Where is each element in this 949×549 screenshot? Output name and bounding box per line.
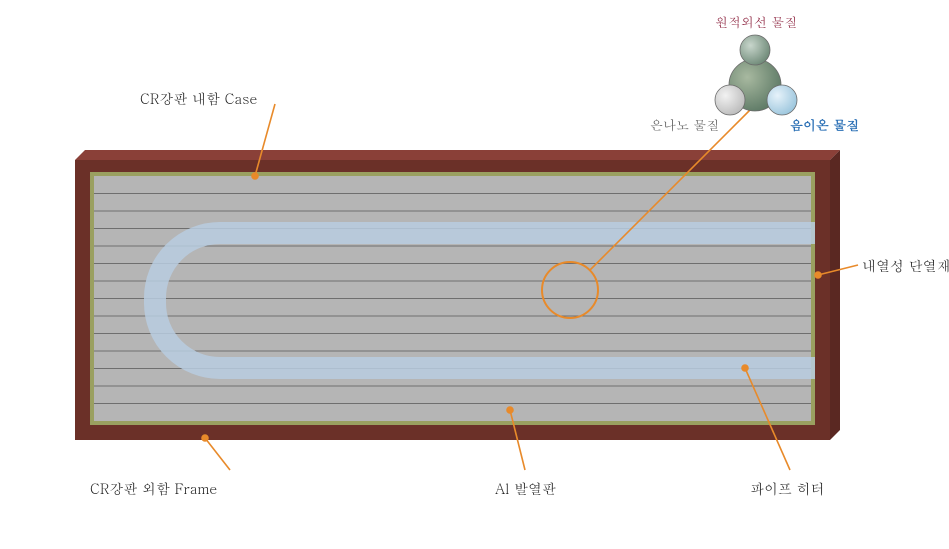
diagram-svg <box>0 0 949 549</box>
al-plate <box>94 176 811 421</box>
label-silver-nano: 은나노 물질 <box>650 115 719 134</box>
label-anion: 음이온 물질 <box>790 115 859 134</box>
label-al-plate: Al 발열판 <box>495 478 556 498</box>
label-far-infrared: 원적외선 물질 <box>715 12 797 31</box>
label-top-case: CR강판 내함 Case <box>140 88 257 108</box>
label-insulation: 내열성 단열재 <box>862 255 949 275</box>
materials-cluster <box>715 35 797 115</box>
label-bottom-frame: CR강판 외함 Frame <box>90 478 217 498</box>
label-pipe-heater: 파이프 히터 <box>750 478 825 498</box>
